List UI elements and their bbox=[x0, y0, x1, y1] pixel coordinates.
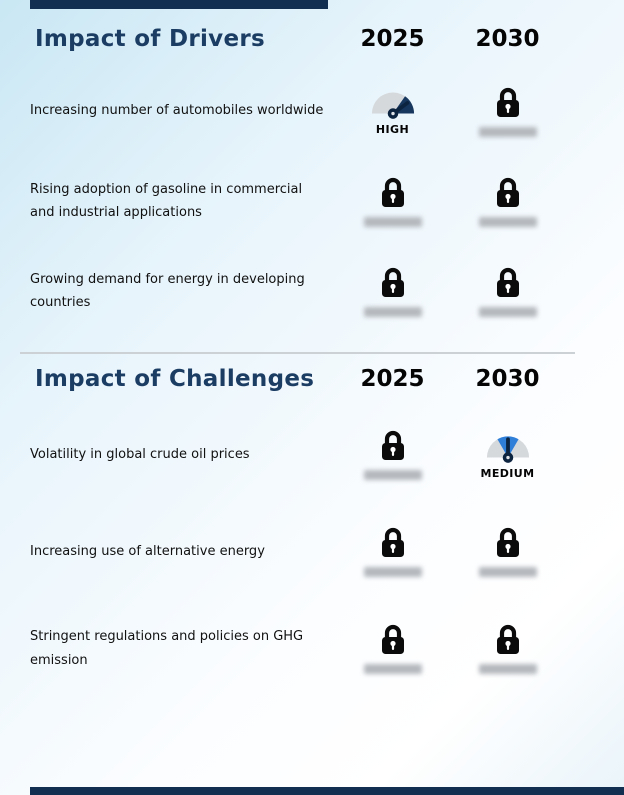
challenges-section-header: Impact of Challenges 2025 2030 bbox=[30, 366, 565, 392]
table-row: Rising adoption of gasoline in commercia… bbox=[30, 156, 565, 246]
column-header-2025: 2025 bbox=[360, 366, 425, 392]
blurred-text bbox=[478, 126, 537, 137]
impact-cell-locked bbox=[335, 623, 450, 674]
impact-cell-locked bbox=[450, 266, 565, 317]
column-header-2025: 2025 bbox=[360, 26, 425, 52]
table-row: Volatility in global crude oil prices bbox=[30, 406, 565, 503]
lock-icon bbox=[493, 86, 523, 120]
blurred-text bbox=[478, 664, 537, 674]
challenge-label: Stringent regulations and policies on GH… bbox=[30, 629, 304, 668]
section-divider bbox=[20, 352, 575, 354]
blurred-text bbox=[363, 306, 422, 317]
impact-cell-locked bbox=[450, 623, 565, 674]
driver-label: Increasing number of automobiles worldwi… bbox=[30, 103, 324, 119]
driver-label: Rising adoption of gasoline in commercia… bbox=[30, 181, 303, 220]
impact-cell-locked bbox=[450, 86, 565, 137]
challenge-label: Increasing use of alternative energy bbox=[30, 543, 265, 559]
gauge-level-label: HIGH bbox=[375, 123, 410, 136]
impact-cell-locked bbox=[335, 526, 450, 577]
blurred-text bbox=[478, 216, 537, 227]
challenge-label: Volatility in global crude oil prices bbox=[30, 446, 250, 462]
blurred-text bbox=[363, 664, 422, 674]
lock-icon bbox=[378, 266, 408, 300]
gauge-medium-icon bbox=[485, 430, 531, 464]
gauge-level-label: MEDIUM bbox=[480, 466, 535, 480]
table-row: Increasing number of automobiles worldwi… bbox=[30, 66, 565, 156]
lock-icon bbox=[378, 429, 408, 463]
impact-cell-gauge: HIGH bbox=[335, 86, 450, 136]
blurred-text bbox=[363, 567, 422, 577]
table-row: Growing demand for energy in developing … bbox=[30, 246, 565, 336]
driver-label: Growing demand for energy in developing … bbox=[30, 271, 305, 310]
impact-cell-locked bbox=[450, 176, 565, 227]
challenges-section-title: Impact of Challenges bbox=[35, 366, 315, 392]
drivers-rows: Increasing number of automobiles worldwi… bbox=[30, 66, 565, 336]
drivers-section-header: Impact of Drivers 2025 2030 bbox=[30, 26, 565, 52]
lock-icon bbox=[493, 266, 523, 300]
top-accent-bar bbox=[30, 0, 328, 9]
drivers-section-title: Impact of Drivers bbox=[35, 26, 266, 52]
lock-icon bbox=[378, 176, 408, 210]
impact-cell-gauge: MEDIUM bbox=[450, 430, 565, 480]
impact-cell-locked bbox=[450, 526, 565, 577]
bottom-accent-bar bbox=[30, 787, 624, 795]
lock-icon bbox=[378, 526, 408, 560]
blurred-text bbox=[478, 567, 537, 577]
column-header-2030: 2030 bbox=[475, 366, 540, 392]
table-row: Increasing use of alternative energy bbox=[30, 503, 565, 600]
impact-cell-locked bbox=[335, 266, 450, 317]
blurred-text bbox=[363, 470, 422, 480]
impact-cell-locked bbox=[335, 429, 450, 480]
lock-icon bbox=[378, 623, 408, 657]
challenges-rows: Volatility in global crude oil prices bbox=[30, 406, 565, 697]
table-row: Stringent regulations and policies on GH… bbox=[30, 600, 565, 697]
impact-infographic: Impact of Drivers 2025 2030 Increasing n… bbox=[20, 0, 575, 697]
lock-icon bbox=[493, 623, 523, 657]
impact-cell-locked bbox=[335, 176, 450, 227]
gauge-high-icon bbox=[370, 86, 416, 120]
lock-icon bbox=[493, 176, 523, 210]
blurred-text bbox=[363, 216, 422, 227]
lock-icon bbox=[493, 526, 523, 560]
blurred-text bbox=[478, 306, 537, 317]
column-header-2030: 2030 bbox=[475, 26, 540, 52]
